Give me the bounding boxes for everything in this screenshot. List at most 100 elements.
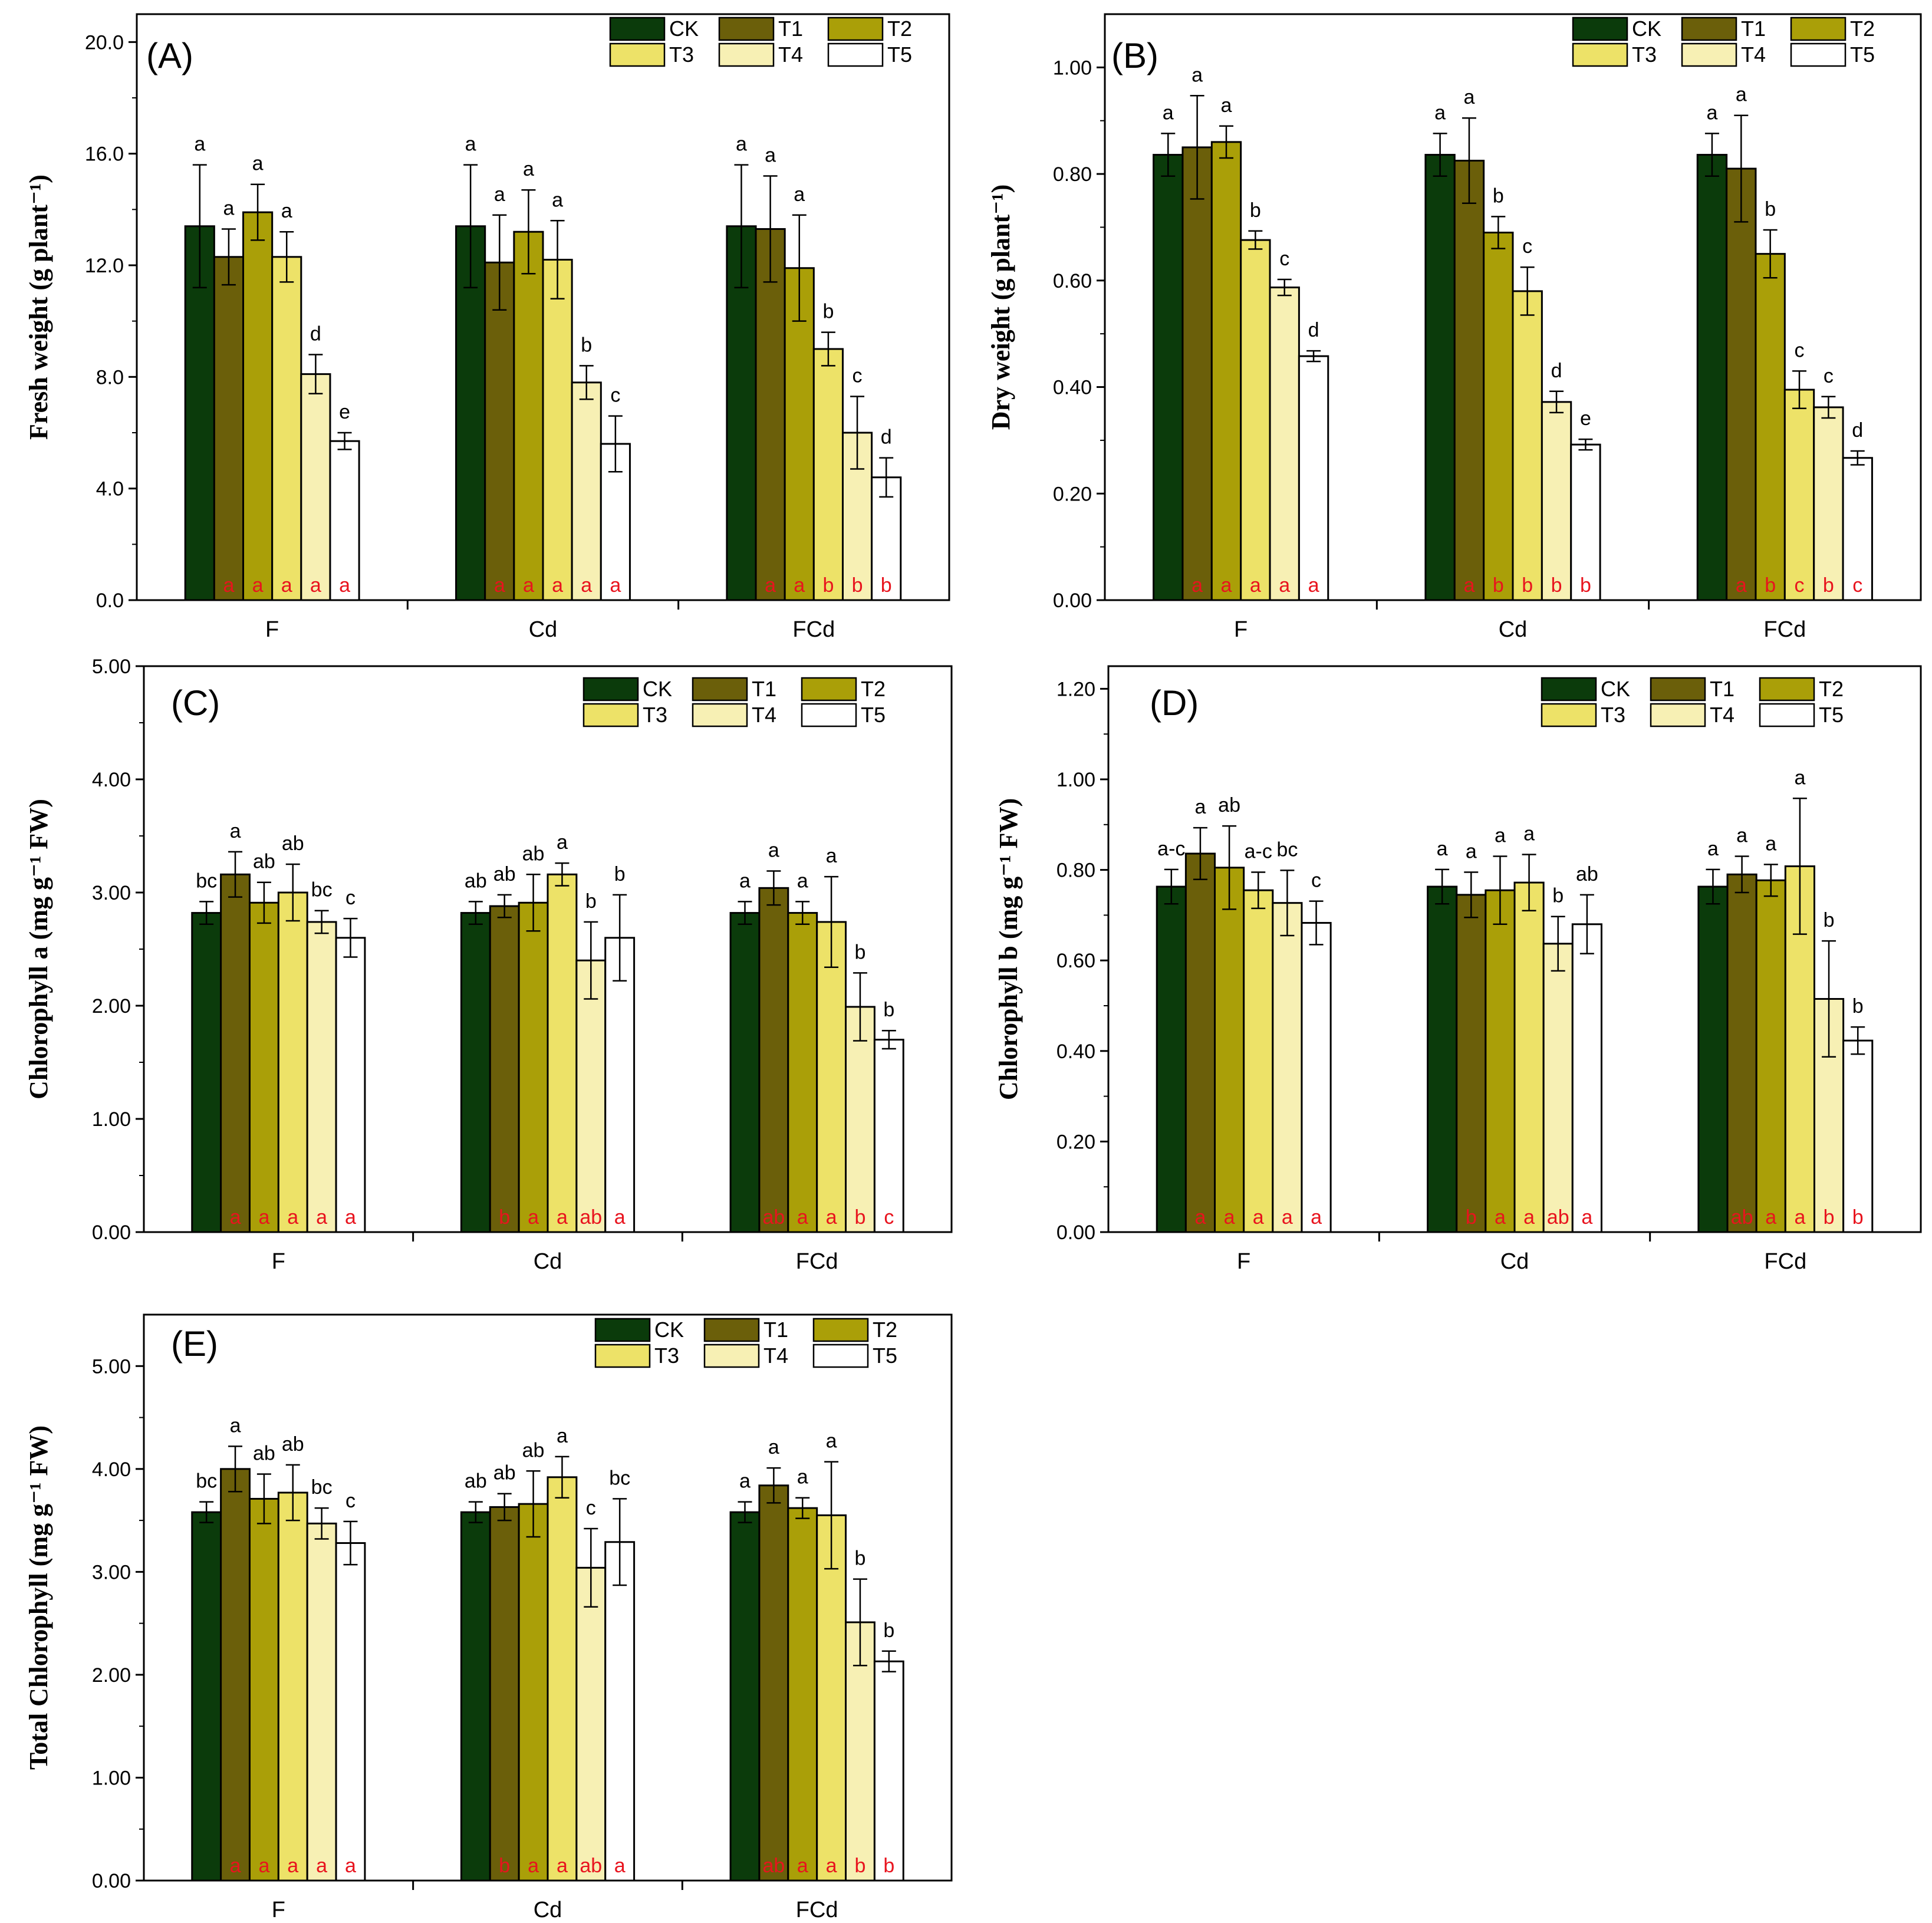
legend-swatch-t1 — [692, 677, 748, 702]
bar — [1301, 921, 1332, 1233]
legend-swatch-t1 — [1650, 677, 1706, 702]
significance-letter: c — [1279, 248, 1289, 270]
legend-swatch-t4 — [1681, 42, 1737, 67]
secondary-significance-letter: b — [1493, 574, 1504, 597]
significance-letter: a — [1434, 101, 1446, 124]
legend-label: T2 — [861, 677, 886, 701]
bar — [758, 887, 789, 1233]
y-tick-label: 3.00 — [92, 1561, 131, 1583]
legend-swatch-t5 — [827, 42, 884, 67]
significance-letter: a — [1194, 796, 1206, 818]
legend-label: T1 — [1710, 677, 1734, 701]
legend: CK T1 T2 T3 T4 T5 — [1572, 17, 1875, 67]
bar — [1243, 889, 1274, 1233]
y-tick-label: 0.80 — [1056, 860, 1095, 882]
secondary-significance-letter: a — [614, 1855, 626, 1877]
bar — [1424, 154, 1456, 601]
legend-swatch-t1 — [1681, 17, 1737, 41]
secondary-significance-letter: a — [1221, 574, 1232, 597]
bar — [242, 211, 274, 601]
legend-label: T4 — [1710, 703, 1734, 727]
bar — [1542, 943, 1574, 1233]
bar — [248, 1497, 279, 1882]
significance-letter: a — [739, 1470, 751, 1493]
secondary-significance-letter: b — [499, 1206, 510, 1229]
significance-letter: b — [883, 1619, 894, 1642]
bar — [460, 1511, 491, 1882]
bar — [191, 912, 222, 1233]
bar — [816, 921, 847, 1233]
legend-label: CK — [654, 1318, 684, 1342]
legend-swatch-ck — [1572, 17, 1628, 41]
secondary-significance-letter: b — [1466, 1206, 1477, 1229]
significance-letter: bc — [196, 1470, 217, 1493]
significance-letter: c — [1311, 870, 1321, 892]
bar — [489, 1506, 520, 1882]
bar — [1153, 154, 1184, 601]
secondary-significance-letter: b — [1823, 574, 1834, 597]
secondary-significance-letter: a — [223, 574, 234, 597]
y-tick-label: 4.00 — [92, 1458, 131, 1481]
bar — [787, 1507, 818, 1882]
legend-swatch-t3 — [1572, 42, 1628, 67]
legend-swatch-t5 — [812, 1344, 869, 1368]
secondary-significance-letter: b — [1522, 574, 1533, 597]
significance-letter: a — [794, 183, 805, 206]
secondary-significance-letter: a — [614, 1206, 626, 1229]
secondary-significance-letter: a — [528, 1206, 539, 1229]
legend-label: T3 — [654, 1344, 679, 1368]
bar — [1181, 146, 1213, 601]
bar — [575, 959, 607, 1233]
x-category-label: Cd — [529, 617, 558, 642]
y-tick-label: 2.00 — [92, 1664, 131, 1687]
x-category-label: Cd — [534, 1249, 562, 1274]
significance-letter: bc — [196, 870, 217, 892]
significance-letter: b — [614, 863, 626, 885]
significance-letter: ab — [282, 1433, 304, 1456]
secondary-significance-letter: a — [1794, 1206, 1805, 1229]
bar — [1240, 239, 1271, 601]
secondary-significance-letter: ab — [1547, 1206, 1569, 1229]
significance-letter: a — [523, 158, 534, 180]
bar — [547, 1476, 578, 1882]
legend-swatch-t5 — [801, 703, 857, 727]
significance-letter: a — [739, 870, 751, 892]
significance-letter: a — [768, 839, 779, 862]
bar — [1456, 894, 1487, 1233]
bar — [220, 873, 251, 1233]
secondary-significance-letter: ab — [762, 1206, 785, 1229]
panel-label: (D) — [1150, 683, 1199, 723]
legend-label: T4 — [1741, 42, 1766, 67]
x-category-label: FCd — [796, 1898, 838, 1922]
legend-swatch-t5 — [1759, 703, 1815, 727]
y-tick-label: 3.00 — [92, 882, 131, 904]
legend-swatch-t4 — [718, 42, 775, 67]
significance-letter: b — [1493, 185, 1504, 207]
legend-label: T1 — [778, 17, 803, 41]
x-category-label: F — [1234, 617, 1248, 642]
y-tick-label: 0.00 — [1053, 590, 1092, 612]
significance-letter: b — [1552, 885, 1564, 907]
significance-letter: c — [345, 887, 356, 909]
secondary-significance-letter: a — [316, 1206, 327, 1229]
secondary-significance-letter: a — [1194, 1206, 1206, 1229]
bar — [1571, 923, 1602, 1233]
significance-letter: b — [855, 1547, 866, 1570]
secondary-significance-letter: a — [339, 574, 350, 597]
secondary-significance-letter: a — [1279, 574, 1290, 597]
secondary-significance-letter: b — [1580, 574, 1591, 597]
secondary-significance-letter: a — [1308, 574, 1319, 597]
y-tick-label: 16.0 — [85, 143, 124, 166]
legend-swatch-t4 — [703, 1344, 760, 1368]
legend-swatch-ck — [594, 1318, 651, 1342]
significance-letter: c — [1824, 365, 1834, 387]
panel-label: (B) — [1111, 36, 1158, 75]
legend-swatch-t3 — [594, 1344, 651, 1368]
significance-letter: a — [1794, 766, 1805, 789]
secondary-significance-letter: ab — [762, 1855, 785, 1877]
secondary-significance-letter: c — [884, 1206, 894, 1229]
significance-letter: bc — [311, 879, 333, 901]
significance-letter: a — [1163, 101, 1174, 124]
secondary-significance-letter: ab — [580, 1206, 602, 1229]
